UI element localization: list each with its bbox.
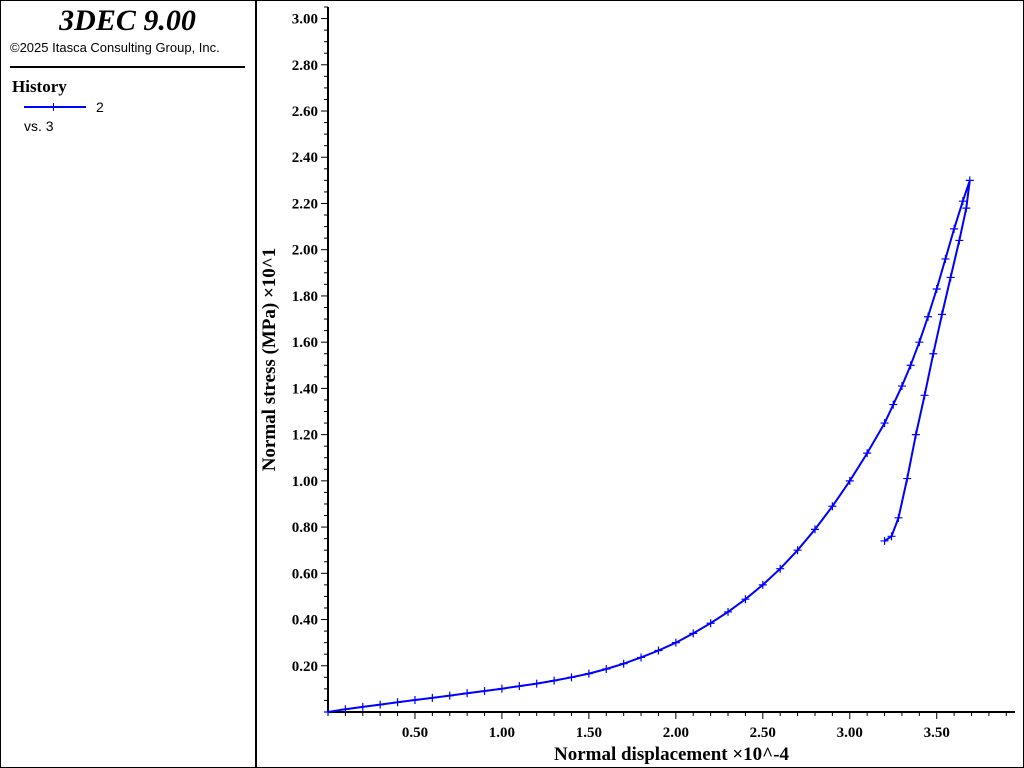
- data-point-marker: [706, 619, 715, 628]
- data-point-marker: [567, 673, 576, 682]
- data-point-marker: [828, 502, 837, 511]
- data-point-marker: [920, 391, 929, 400]
- y-tick-label: 1.40: [292, 381, 318, 397]
- panel-divider: [255, 0, 257, 768]
- legend-vs-label: vs. 3: [24, 118, 54, 134]
- y-tick-label: 0.80: [292, 520, 318, 536]
- y-tick-label: 2.00: [292, 243, 318, 259]
- y-tick-label: 2.60: [292, 104, 318, 120]
- data-point-marker: [776, 564, 785, 573]
- data-point-marker: [671, 638, 680, 647]
- data-point-marker: [445, 691, 454, 700]
- data-point-marker: [880, 419, 889, 428]
- data-point-marker: [793, 546, 802, 555]
- data-point-marker: [955, 236, 964, 245]
- data-point-marker: [637, 653, 646, 662]
- y-tick-label: 1.60: [292, 335, 318, 351]
- data-point-marker: [894, 513, 903, 522]
- data-point-marker: [903, 474, 912, 483]
- data-point-marker: [810, 525, 819, 534]
- data-point-marker: [393, 698, 402, 707]
- data-point-marker: [602, 665, 611, 674]
- data-point-marker: [915, 338, 924, 347]
- app-title: 3DEC 9.00: [59, 4, 196, 37]
- data-point-marker: [863, 449, 872, 458]
- data-point-marker: [941, 254, 950, 263]
- y-axis-label: Normal stress (MPa) ×10^1: [259, 248, 280, 472]
- x-tick-label: 0.50: [402, 725, 428, 741]
- data-point-marker: [958, 197, 967, 206]
- data-point-marker: [950, 224, 959, 233]
- x-tick-label: 3.50: [924, 725, 950, 741]
- data-point-marker: [550, 676, 559, 685]
- legend-line-swatch: [24, 106, 86, 108]
- data-point-marker: [946, 273, 955, 282]
- data-point-marker: [619, 659, 628, 668]
- copyright-text: ©2025 Itasca Consulting Group, Inc.: [10, 40, 220, 55]
- x-axis-label: Normal displacement ×10^-4: [554, 744, 790, 765]
- data-point-marker: [937, 310, 946, 319]
- data-point-marker: [463, 689, 472, 698]
- y-tick-label: 0.60: [292, 566, 318, 582]
- data-point-marker: [515, 682, 524, 691]
- x-tick-label: 3.00: [837, 725, 863, 741]
- data-point-marker: [962, 204, 971, 213]
- data-point-marker: [965, 176, 974, 185]
- data-point-marker: [906, 361, 915, 370]
- data-point-marker: [887, 532, 896, 541]
- data-point-marker: [497, 684, 506, 693]
- data-point-marker: [480, 686, 489, 695]
- header-rule: [10, 66, 245, 68]
- data-point-marker: [324, 708, 332, 716]
- data-point-marker: [880, 536, 889, 545]
- data-point-marker: [845, 476, 854, 485]
- y-tick-label: 2.20: [292, 196, 318, 212]
- data-point-marker: [897, 382, 906, 391]
- data-point-marker: [929, 349, 938, 358]
- y-tick-label: 2.80: [292, 58, 318, 74]
- data-point-marker: [410, 695, 419, 704]
- legend-marker-icon: [53, 103, 54, 111]
- data-point-marker: [532, 679, 541, 688]
- data-point-marker: [758, 580, 767, 589]
- x-tick-label: 2.00: [663, 725, 689, 741]
- x-tick-label: 1.00: [489, 725, 515, 741]
- data-point-marker: [376, 700, 385, 709]
- data-point-marker: [341, 705, 350, 714]
- data-point-marker: [911, 430, 920, 439]
- x-tick-label: 2.50: [750, 725, 776, 741]
- legend-heading: History: [12, 77, 67, 96]
- data-point-marker: [584, 669, 593, 678]
- data-point-marker: [889, 400, 898, 409]
- y-tick-label: 1.20: [292, 428, 318, 444]
- series-line: [327, 180, 971, 713]
- data-point-marker: [689, 629, 698, 638]
- data-point-marker: [724, 607, 733, 616]
- legend-series-name: 2: [96, 99, 104, 115]
- data-point-marker: [654, 646, 663, 655]
- data-point-marker: [358, 702, 367, 711]
- data-point-marker: [932, 285, 941, 293]
- y-tick-label: 2.40: [292, 150, 318, 166]
- data-point-marker: [741, 595, 750, 604]
- chart-area: 0.50 1.00 1.50 2.00 2.50 3.00 3.50 0.20 0.40 0.60…: [259, 6, 1015, 765]
- data-point-marker: [428, 693, 437, 702]
- y-tick-label: 0.20: [292, 659, 318, 675]
- y-tick-label: 1.00: [292, 474, 318, 490]
- y-tick-label: 1.80: [292, 289, 318, 305]
- data-point-marker: [924, 312, 933, 321]
- x-tick-label: 1.50: [576, 725, 602, 741]
- y-tick-label: 0.40: [292, 613, 318, 629]
- y-tick-label: 3.00: [292, 12, 318, 28]
